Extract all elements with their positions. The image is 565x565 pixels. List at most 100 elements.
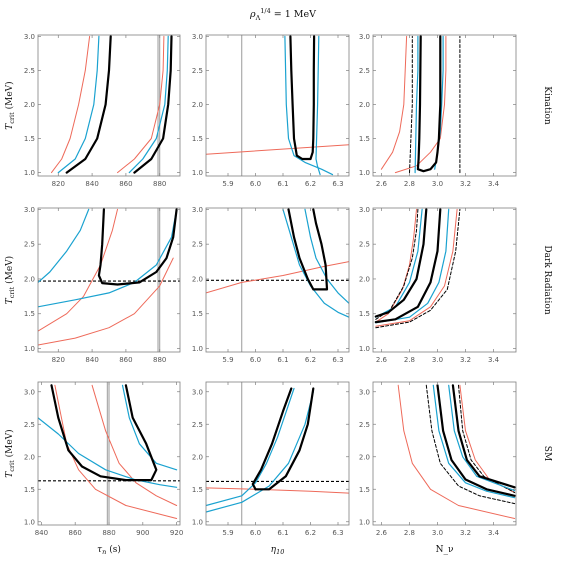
title-value: = 1 MeV [271,9,316,20]
series-line-red-3 [117,35,165,174]
panel-frame [205,207,350,353]
y-label-unit: (MeV) [4,256,15,287]
panel-frame [205,34,350,177]
y-tick-label: 1.0 [24,345,35,353]
row-label-2: SM [542,446,552,461]
plot-area [38,382,180,525]
y-tick-label: 1.0 [192,169,203,177]
x-tick-label: 840 [85,356,98,364]
panel-frame [205,381,350,526]
y-tick-label: 3.0 [192,33,203,41]
x-tick-label: 6.1 [277,356,288,364]
plot-area [206,208,349,352]
x-tick-label: 3.2 [460,529,471,537]
series-line-red-0 [397,384,516,519]
y-tick-label: 2.0 [359,453,370,461]
series-line-black-4 [50,384,158,482]
panel-r1-c0: 820 840 860 880 1.0 1.5 2.0 2.5 3.0 [24,206,181,364]
series-line-blue-1 [206,391,314,513]
series-line-red-0 [206,144,349,155]
x-tick-label: 860 [119,180,132,188]
y-tick-label: 3.0 [359,33,370,41]
plot-area [51,35,173,176]
y-axis-label: Tcrit (MeV) [4,256,16,304]
y-tick-label: 2.5 [192,421,203,429]
y-tick-label: 2.5 [192,241,203,249]
x-label-symbol: η [271,545,277,555]
x-label-unit: (s) [106,544,121,555]
x-label-symbol: τ [97,545,103,555]
y-axis-label: Tcrit (MeV) [4,81,16,129]
y-tick-label: 2.0 [359,101,370,109]
series-line-black-6 [416,35,442,173]
x-tick-label: 6.1 [277,529,288,537]
x-tick-label: 3.0 [432,180,443,188]
plot-area [206,382,349,525]
series-line-blue-1 [284,35,334,176]
panel-r0-c2: 2.6 2.8 3.0 3.2 3.4 1.0 1.5 2.0 2.5 3.0 [359,33,517,188]
y-tick-label: 2.5 [359,241,370,249]
series-line-blue-2 [206,387,295,507]
panel-r2-c0: 840 860 880 900 920 1.0 1.5 2.0 2.5 3.0 [24,381,183,537]
series-line-red-1 [375,208,458,327]
panel-r2-c1: 5.9 6.0 6.1 6.2 6.3 1.0 1.5 2.0 2.5 3.0 [192,381,350,537]
x-tick-label: 3.4 [488,180,500,188]
series-line-red-0 [206,487,349,494]
x-label-subscript: 10 [276,548,284,556]
x-tick-label: 840 [85,180,98,188]
series-line-black-7 [451,384,516,489]
y-tick-label: 3.0 [359,206,370,214]
title-exponent: 1/4 [260,7,270,15]
y-tick-label: 1.5 [192,135,203,143]
x-tick-label: 3.4 [488,529,500,537]
y-tick-label: 3.0 [359,388,370,396]
series-line-red-1 [459,384,516,493]
y-tick-label: 2.5 [192,67,203,75]
x-tick-label: 3.2 [460,356,471,364]
y-tick-label: 2.0 [192,101,203,109]
series-line-blue-2 [38,417,178,488]
x-axis-label-2: N_ν [436,545,454,555]
y-tick-label: 1.5 [192,486,203,494]
y-tick-label: 1.5 [359,310,370,318]
y-tick-label: 1.0 [359,345,370,353]
series-line-red-0 [206,261,349,294]
y-tick-label: 1.0 [192,345,203,353]
series-line-red-0 [380,35,408,170]
y-tick-label: 1.0 [192,518,203,526]
series-line-blue-5 [375,208,450,324]
y-tick-label: 2.5 [359,67,370,75]
x-tick-label: 6.0 [250,529,261,537]
x-axis-label-0: τn (s) [97,544,121,556]
y-tick-label: 1.5 [359,135,370,143]
y-tick-label: 2.0 [359,275,370,283]
series-line-black-4 [251,387,293,491]
series-line-black-4 [97,208,178,286]
y-tick-label: 1.0 [24,169,35,177]
series-line-blue-5 [448,384,516,492]
y-tick-label: 1.0 [359,518,370,526]
series-line-black-6 [374,208,428,318]
title-rho: ρ [249,9,256,20]
y-tick-label: 1.5 [24,310,35,318]
y-tick-label: 3.0 [24,33,35,41]
plot-area [380,35,461,174]
y-label-subscript: crit [8,460,16,472]
panel-r1-c2: 2.6 2.8 3.0 3.2 3.4 1.0 1.5 2.0 2.5 3.0 [359,206,517,364]
series-line-black-5 [133,35,173,174]
panel-r0-c0: 820 840 860 880 1.0 1.5 2.0 2.5 3.0 [24,33,181,188]
y-tick-label: 1.5 [24,486,35,494]
series-line-black-6 [436,384,516,497]
series-line-red-1 [38,208,118,332]
series-line-black-3 [289,35,316,161]
series-line-black-2 [65,35,112,174]
y-axis-label: Tcrit (MeV) [4,429,16,477]
row-label-1: Dark Radiation [542,245,552,314]
panel-r0-c1: 5.9 6.0 6.1 6.2 6.3 1.0 1.5 2.0 2.5 3.0 [192,33,350,188]
x-axis-label-1: η10 [271,545,285,556]
y-label-symbol: T [5,471,15,478]
series-line-blue-1 [57,35,100,174]
x-tick-label: 900 [136,529,149,537]
x-tick-label: 2.8 [404,529,415,537]
panel-frame [37,34,181,177]
